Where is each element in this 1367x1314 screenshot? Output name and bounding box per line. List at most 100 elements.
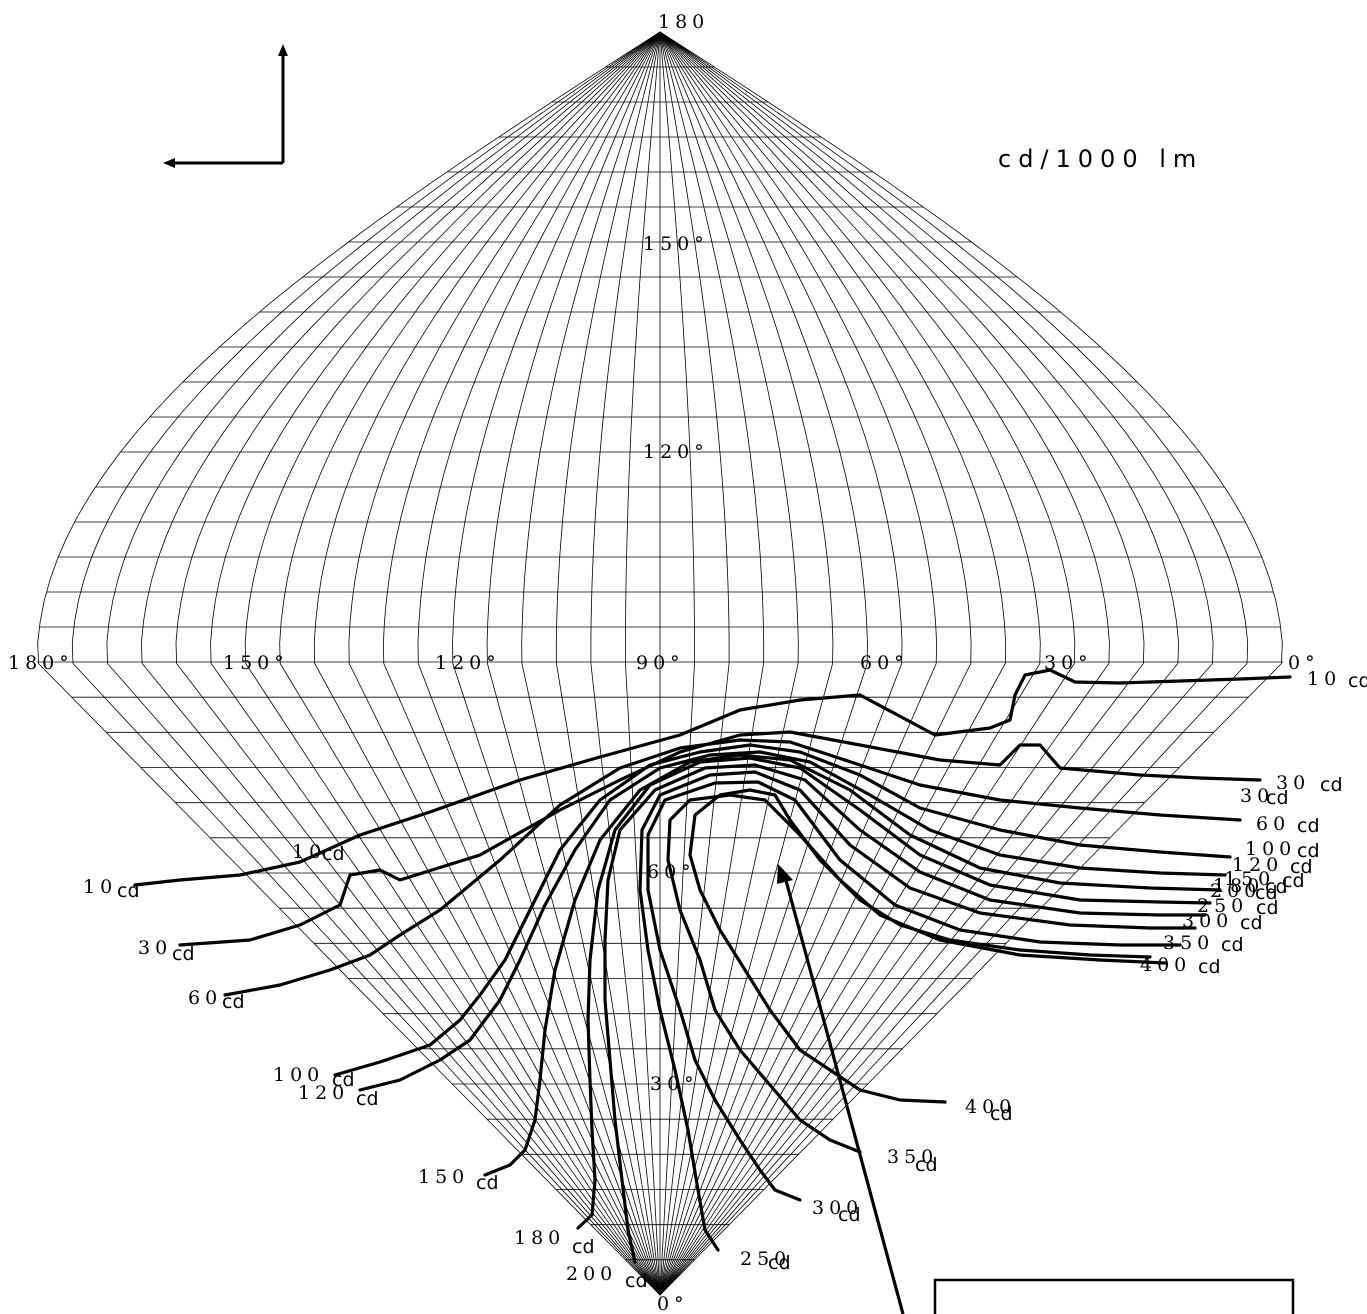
iso-label-value: 400 [965,1096,1016,1118]
iso-label-value: 100 [273,1064,324,1086]
iso-label-value: 60 [1256,813,1290,835]
isocandela-400cd [688,788,1152,1104]
grid-meridian [659,31,1076,1296]
orientation-arrows-icon [163,44,288,168]
angle-label-h0: 0° [1288,652,1320,674]
grid-meridian [659,31,1007,1296]
angle-label-v120: 120° [643,441,709,463]
iso-label-value: 180 [1213,875,1264,897]
iso-label-value: 200 [1210,880,1261,902]
iso-label-value: 30 [138,937,172,959]
grid-meridian [659,31,765,1296]
iso-label-unit: cd [476,1172,499,1194]
iso-label-value: 10 [292,841,326,863]
angle-label-v150: 150° [643,233,709,255]
iso-label-value: 150 [1224,868,1275,890]
grid-meridian [659,31,1180,1296]
angle-labels: 180 0° 150° 120° 60° 30° 180° 150° 120° … [8,11,1320,1314]
isocandela-200cd [603,763,1207,1264]
grid-meridian [210,31,661,1296]
isocandela-150cd [483,753,1222,1177]
isocandela-250cd [638,770,1197,1252]
iso-label-value: 350 [1163,932,1214,954]
iso-label-unit: cd [1297,840,1320,862]
iso-label-unit: cd [915,1154,938,1176]
grid-meridian [624,31,661,1296]
iso-label-unit: cd [990,1103,1013,1125]
grid-meridian [382,31,661,1296]
isocandela-10cd-left [133,693,937,887]
grid-meridian [555,31,661,1296]
grid-meridian [659,31,938,1296]
iso-label-unit: cd [838,1204,861,1226]
grid-meridian [659,31,868,1296]
iso-label-unit: cd [222,991,245,1013]
info-box [933,1278,1295,1314]
iso-label-unit: cd [1297,815,1320,837]
grid-meridian [106,31,661,1296]
grid-meridian [417,31,661,1296]
iso-label-unit: cd [1198,956,1221,978]
isocandela-60cd [223,738,1242,997]
iso-label-value: 200 [566,1263,617,1285]
iso-label-value: 350 [887,1146,938,1168]
isocandela-curves [133,668,1292,1264]
isocandela-100cd [333,743,1232,1077]
iso-label-unit: cd [172,943,195,965]
iso-label-value: 100 [1245,838,1296,860]
iso-label-value: 10 [1307,668,1341,690]
iso-label-value: 120 [1232,854,1283,876]
iso-label-unit: cd [1320,774,1343,796]
angle-label-h30: 30° [1044,652,1093,674]
grid-meridian [659,31,1110,1296]
grid-meridian [659,31,1041,1296]
iso-label-value: 30 [1276,772,1310,794]
angle-label-v60: 60° [647,861,696,883]
iso-label-unit: cd [1290,856,1313,878]
iso-label-unit: cd [322,843,345,865]
iso-label-unit: cd [356,1088,379,1110]
grid-meridian [140,31,661,1296]
grid-meridian [659,31,696,1296]
grid-meridian [348,31,661,1296]
iso-label-unit: cd [1256,897,1279,919]
iso-label-value: 60 [188,987,222,1009]
grid-meridian [244,31,661,1296]
angle-label-top: 180 [658,11,709,33]
iso-label-unit: cd [572,1236,595,1258]
iso-label-value: 300 [1182,910,1233,932]
iso-label-unit: cd [1266,787,1289,809]
iso-label-value: 250 [740,1248,791,1270]
angle-label-h60: 60° [860,652,909,674]
iso-label-value: 250 [1197,895,1248,917]
maximum-pointer-arrow-icon [777,864,905,1314]
grid-meridian [659,31,903,1296]
isocandela-10cd-right [933,668,1292,737]
grid-meridian [659,31,1214,1296]
angular-grid [37,31,1283,1296]
iso-label-unit: cd [1282,870,1305,892]
iso-label-unit: cd [332,1069,355,1091]
iso-label-value: 180 [514,1227,565,1249]
grid-meridian [659,31,834,1296]
isocandela-300cd [646,780,1182,1202]
isocandela-120cd [358,750,1227,1092]
iso-label-value: 150 [418,1166,469,1188]
angle-label-h90: 90° [636,652,685,674]
grid-meridian [486,31,661,1296]
iso-label-unit: cd [1240,912,1263,934]
iso-label-unit: cd [117,880,140,902]
grid-meridian [279,31,661,1296]
grid-meridian [37,31,661,1296]
isocandela-350cd [666,793,1167,1154]
iso-label-unit: cd [625,1270,648,1292]
iso-label-value: 300 [812,1197,863,1219]
grid-meridian [71,31,661,1296]
iso-label-unit: cd [1265,876,1288,898]
grid-meridian [175,31,661,1296]
iso-label-unit: cd [1255,882,1278,904]
grid-meridian [521,31,661,1296]
grid-meridian [590,31,661,1296]
iso-label-value: 10 [83,876,117,898]
